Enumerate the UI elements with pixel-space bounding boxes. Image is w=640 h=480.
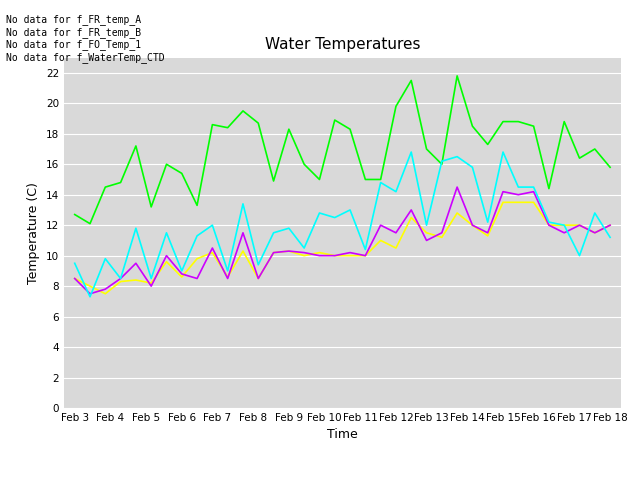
Text: No data for f_FR_temp_A
No data for f_FR_temp_B
No data for f_FO_Temp_1
No data : No data for f_FR_temp_A No data for f_FR… — [6, 14, 165, 63]
Y-axis label: Temperature (C): Temperature (C) — [28, 182, 40, 284]
Title: Water Temperatures: Water Temperatures — [265, 37, 420, 52]
X-axis label: Time: Time — [327, 429, 358, 442]
Legend: FR_temp_C, WaterT, CondTemp, MDTemp_A: FR_temp_C, WaterT, CondTemp, MDTemp_A — [137, 477, 548, 480]
